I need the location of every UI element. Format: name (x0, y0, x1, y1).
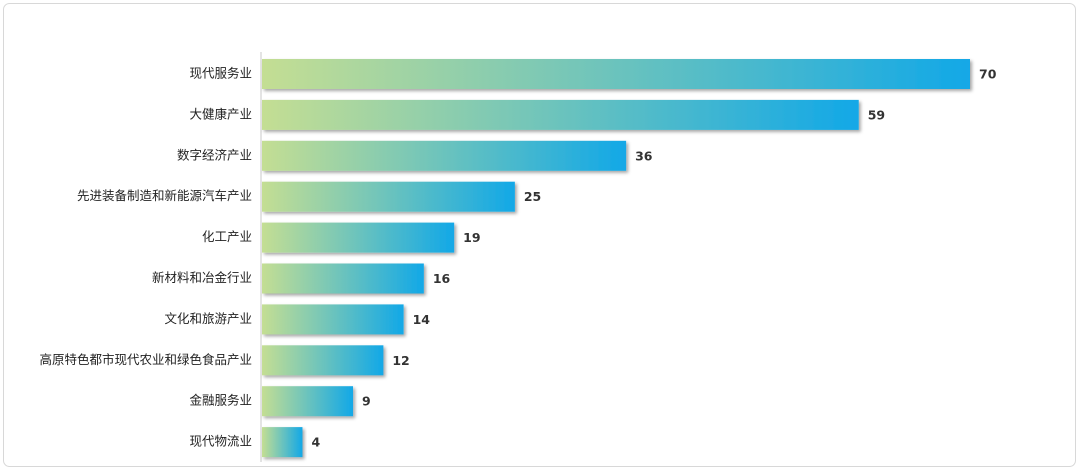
value-label: 70 (979, 67, 997, 82)
bar (262, 427, 303, 458)
bar (262, 181, 515, 212)
value-label: 36 (635, 148, 653, 163)
value-label: 25 (524, 189, 541, 204)
category-label: 大健康产业 (189, 106, 252, 121)
value-label: 14 (413, 312, 431, 327)
bar (262, 304, 404, 335)
value-label: 59 (868, 107, 885, 122)
bar (262, 99, 859, 130)
category-label: 新材料和冶金行业 (152, 270, 252, 285)
value-label: 4 (311, 435, 320, 450)
bar (262, 59, 970, 89)
bar (262, 140, 627, 171)
category-label: 现代服务业 (189, 66, 252, 81)
bar (262, 345, 384, 376)
category-label: 化工产业 (202, 229, 252, 244)
value-label: 16 (433, 271, 451, 286)
bar (262, 263, 424, 294)
category-label: 金融服务业 (189, 393, 252, 408)
value-label: 9 (362, 394, 371, 409)
value-label: 19 (463, 230, 480, 245)
category-label: 高原特色都市现代农业和绿色食品产业 (39, 352, 252, 367)
bar (262, 222, 455, 253)
value-label: 12 (392, 353, 409, 368)
category-label: 先进装备制造和新能源汽车产业 (77, 188, 252, 203)
category-label: 数字经济产业 (177, 147, 252, 162)
category-label: 文化和旅游产业 (164, 311, 252, 326)
category-label: 现代物流业 (189, 434, 252, 449)
bar (262, 386, 354, 417)
